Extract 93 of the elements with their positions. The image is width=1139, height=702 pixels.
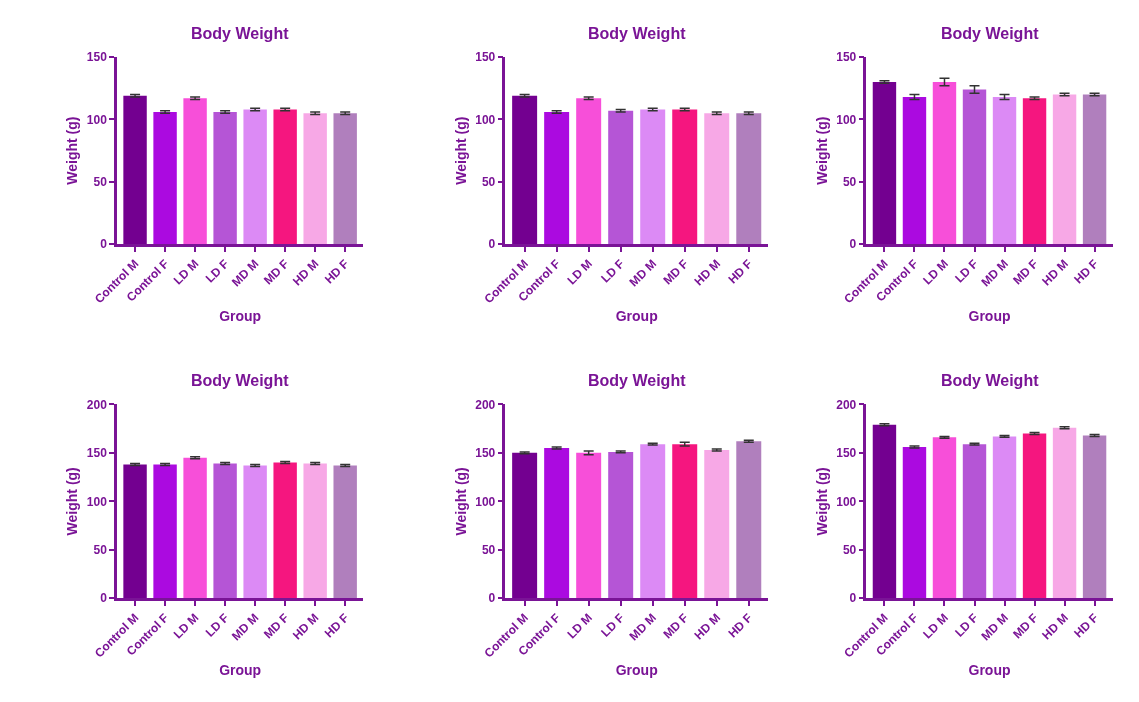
chart-title: Body Weight (191, 372, 290, 389)
bar (736, 113, 762, 245)
bar (303, 113, 327, 245)
y-tick-label: 0 (849, 237, 857, 252)
x-tick-label: MD M (626, 610, 660, 644)
x-tick-label: HD M (691, 256, 724, 289)
bar (512, 95, 538, 245)
x-tick-label: LD F (952, 610, 981, 640)
x-tick-label: LD M (564, 610, 596, 642)
x-tick-label: LD M (170, 256, 202, 288)
y-tick-label: 200 (836, 397, 857, 412)
bar (273, 109, 297, 245)
x-tick-label: LD F (598, 610, 628, 640)
bar (213, 111, 237, 245)
y-tick-label: 150 (86, 446, 108, 461)
y-tick-label: 50 (842, 542, 857, 557)
x-tick-label: HD F (725, 256, 756, 287)
x-tick-label: LD F (952, 256, 981, 286)
x-tick-label: MD F (260, 256, 292, 288)
chart-title: Body Weight (588, 372, 687, 389)
x-tick-label: HD M (1039, 256, 1071, 289)
y-axis-title: Weight (g) (64, 467, 81, 536)
x-tick-label: MD F (260, 610, 292, 642)
x-tick-label: LD M (920, 256, 951, 288)
y-tick-label: 100 (86, 494, 108, 509)
y-axis-title: Weight (g) (452, 467, 469, 536)
x-axis-title: Group (968, 307, 1011, 324)
y-tick-label: 0 (488, 237, 496, 252)
y-tick-label: 0 (849, 591, 857, 606)
y-axis-title: Weight (g) (813, 116, 830, 185)
x-tick-label: MD F (660, 256, 692, 288)
y-axis-title: Weight (g) (452, 116, 469, 185)
y-tick-label: 150 (475, 50, 496, 65)
x-tick-label: MD M (978, 610, 1011, 644)
y-tick-label: 100 (475, 112, 496, 127)
y-tick-label: 100 (836, 112, 857, 127)
bar (243, 109, 267, 245)
x-tick-label: HD F (1071, 610, 1101, 641)
x-tick-label: HD F (1071, 256, 1101, 287)
y-tick-label: 150 (836, 446, 857, 461)
x-tick-label: MD M (978, 256, 1011, 290)
chart-title: Body Weight (941, 25, 1040, 42)
y-tick-label: 50 (842, 174, 857, 189)
x-tick-label: MD F (1010, 610, 1041, 642)
chart-title: Body Weight (941, 372, 1040, 389)
x-tick-label: MD M (626, 256, 660, 290)
y-tick-label: 50 (93, 542, 108, 557)
x-tick-label: LD F (598, 256, 628, 286)
x-tick-label: LD M (564, 256, 596, 288)
y-tick-label: 50 (481, 174, 496, 189)
bar (544, 111, 570, 245)
bar (333, 113, 357, 245)
y-tick-label: 100 (86, 112, 108, 127)
x-axis-title: Group (615, 307, 658, 324)
x-tick-label: MD F (1010, 256, 1041, 288)
x-tick-label: HD M (691, 610, 724, 643)
y-tick-label: 200 (86, 397, 108, 412)
x-axis-title: Group (968, 661, 1011, 678)
bar (672, 109, 698, 245)
y-axis-title: Weight (g) (64, 116, 81, 185)
y-tick-label: 50 (481, 542, 496, 557)
x-tick-label: MD F (660, 610, 692, 642)
y-tick-label: 150 (475, 446, 496, 461)
x-axis-title: Group (219, 307, 262, 324)
bar (640, 109, 666, 245)
x-tick-label: HD F (321, 256, 352, 287)
x-tick-label: LD M (920, 610, 951, 642)
y-axis-title: Weight (g) (813, 467, 830, 536)
bar (704, 113, 730, 245)
y-tick-label: 0 (488, 591, 496, 606)
bar (608, 110, 634, 245)
x-axis-title: Group (219, 661, 262, 678)
y-tick-label: 0 (100, 591, 108, 606)
chart-title: Body Weight (191, 25, 290, 42)
y-tick-label: 100 (475, 494, 496, 509)
bar (576, 98, 602, 245)
x-axis-title: Group (615, 661, 658, 678)
y-tick-label: 200 (475, 397, 496, 412)
bar (123, 95, 147, 245)
x-tick-label: HD M (289, 610, 322, 643)
chart-title: Body Weight (588, 25, 687, 42)
x-tick-label: HD F (321, 610, 352, 641)
y-tick-label: 150 (836, 50, 857, 65)
y-tick-label: 100 (836, 494, 857, 509)
x-tick-label: HD F (725, 610, 756, 641)
x-tick-label: HD M (1039, 610, 1071, 643)
y-tick-label: 0 (100, 237, 108, 252)
x-tick-label: LD M (170, 610, 202, 642)
y-tick-label: 150 (86, 50, 108, 65)
bar (183, 98, 207, 245)
y-tick-label: 50 (93, 174, 108, 189)
bar (153, 111, 177, 245)
x-tick-label: HD M (289, 256, 322, 289)
